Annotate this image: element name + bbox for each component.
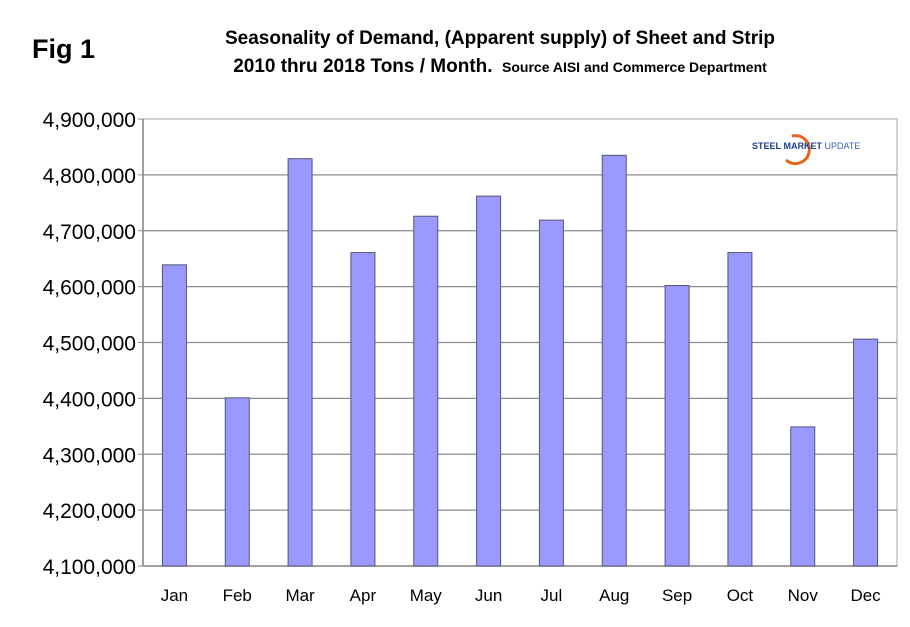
bar-nov [790,426,816,567]
y-tick-label: 4,700,000 [43,221,136,244]
x-tick-label: Oct [727,586,754,605]
y-tick-label: 4,500,000 [43,333,136,356]
bar-apr [350,252,376,567]
bar-mar [287,158,313,567]
steel-market-update-logo: STEEL MARKET UPDATE [752,134,860,166]
y-tick-label: 4,300,000 [43,444,136,467]
x-tick-label: Sep [662,586,692,605]
bar-dec [853,338,879,567]
x-tick-label: Dec [850,586,881,605]
chart-subtitle: Source AISI and Commerce Department [502,59,767,75]
figure-label: Fig 1 [32,34,95,64]
chart-title-line2: 2010 thru 2018 Tons / Month. Source AISI… [233,56,767,77]
bar-feb [224,397,250,567]
y-tick-label: 4,900,000 [43,109,136,132]
y-tick-label: 4,600,000 [43,277,136,300]
bar-jan [161,264,187,567]
chart-title-period: 2010 thru 2018 Tons / Month. [233,56,492,77]
logo-swoosh-icon [784,134,811,166]
chart-title: Seasonality of Demand, (Apparent supply)… [225,28,775,49]
x-tick-label: Jun [475,586,502,605]
bar-may [413,215,439,567]
x-tick-label: Jan [161,586,188,605]
bar-aug [601,154,627,567]
x-tick-label: Jul [541,586,563,605]
y-tick-label: 4,200,000 [43,500,136,523]
logo-text: STEEL MARKET UPDATE [752,141,860,151]
bar-jul [538,219,564,567]
x-tick-label: Mar [285,586,315,605]
x-tick-label: Nov [788,586,819,605]
x-tick-label: Aug [599,586,629,605]
x-tick-label: Apr [350,586,377,605]
y-tick-label: 4,800,000 [43,165,136,188]
bar-oct [727,252,753,567]
y-tick-label: 4,400,000 [43,388,136,411]
x-tick-label: Feb [223,586,252,605]
bar-jun [476,195,502,567]
y-tick-label: 4,100,000 [43,556,136,579]
bar-sep [664,285,690,567]
x-tick-label: May [410,586,443,605]
